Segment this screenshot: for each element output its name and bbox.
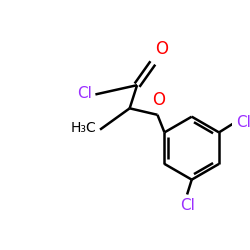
Text: O: O (152, 91, 165, 109)
Text: H₃C: H₃C (70, 121, 96, 135)
Text: Cl: Cl (180, 198, 194, 213)
Text: Cl: Cl (236, 115, 250, 130)
Text: O: O (156, 40, 168, 58)
Text: Cl: Cl (77, 86, 92, 101)
